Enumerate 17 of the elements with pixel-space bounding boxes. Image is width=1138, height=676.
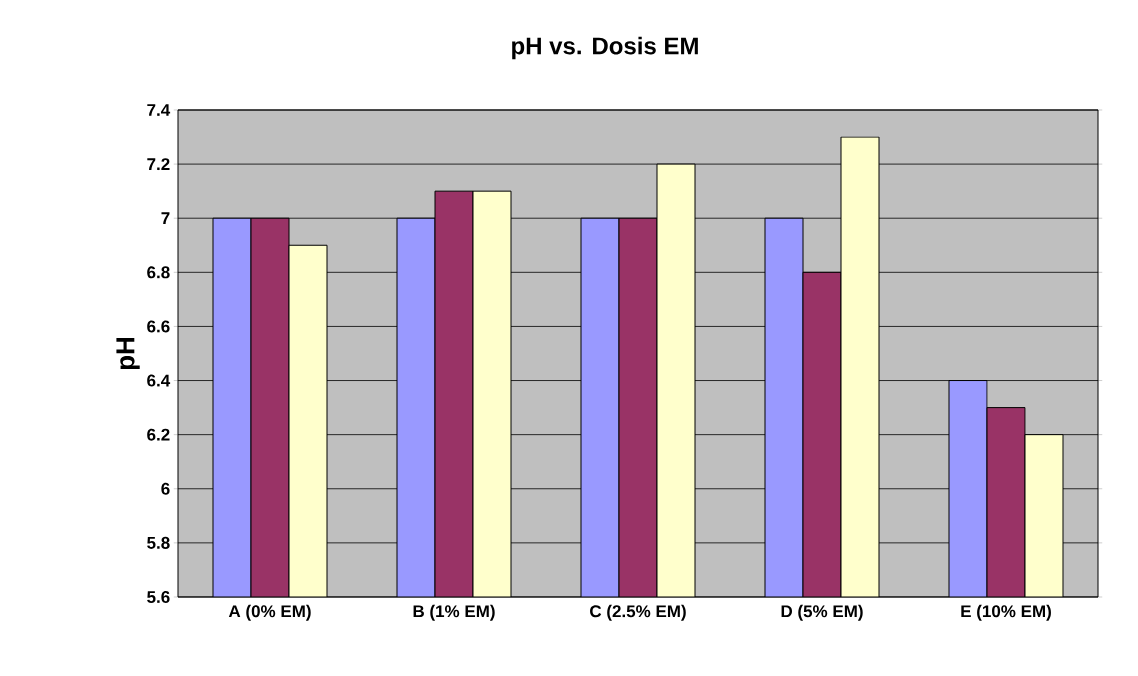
y-tick-label: 7.4: [147, 104, 171, 116]
y-tick-label: 5.6: [147, 590, 170, 604]
x-tick-label: C (2.5% EM): [590, 604, 686, 621]
y-tick-label: 7.2: [147, 158, 170, 171]
x-tick-label: E (10% EM): [961, 604, 1051, 621]
x-tick-label: A (0% EM): [228, 604, 311, 621]
y-tick-label: 6.8: [147, 266, 170, 279]
x-tick-label: B (1% EM): [413, 604, 495, 621]
y-tick-label: 5.8: [147, 536, 170, 549]
y-tick-label: 6.4: [147, 374, 171, 387]
chart-title: pH vs. Dosis EM: [512, 36, 698, 60]
y-tick-label: 6.2: [147, 428, 170, 441]
y-axis-title: pH: [116, 337, 140, 370]
y-tick-label: 7: [161, 212, 170, 225]
y-tick-label: 6: [161, 482, 170, 495]
y-tick-label: 6.6: [147, 320, 170, 333]
x-tick-label: D (5% EM): [781, 604, 863, 621]
